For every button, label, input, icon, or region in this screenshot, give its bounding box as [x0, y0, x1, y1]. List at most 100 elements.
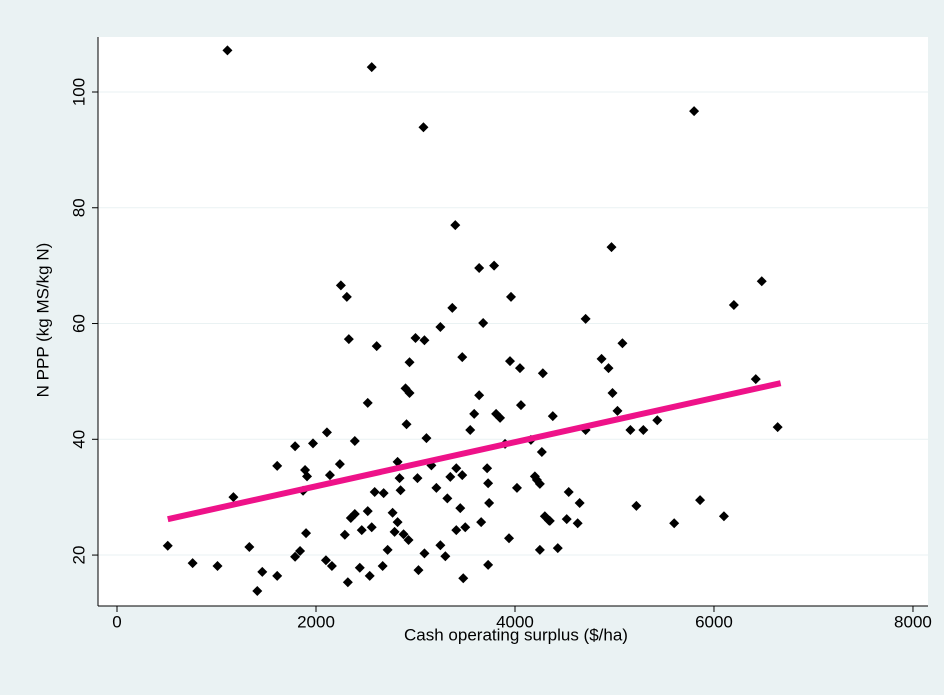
y-tick-label: 40: [69, 430, 88, 449]
point: [421, 433, 432, 444]
x-axis-title: Cash operating surplus ($/ha): [404, 625, 628, 644]
point: [394, 473, 405, 484]
point: [301, 528, 312, 539]
point: [404, 357, 415, 368]
y-tick-label: 60: [69, 314, 88, 333]
point: [750, 374, 761, 385]
fit-line: [167, 380, 782, 523]
point: [431, 482, 442, 493]
point: [689, 106, 700, 117]
point: [419, 335, 430, 346]
point: [495, 412, 506, 423]
point: [612, 405, 623, 416]
point: [371, 341, 382, 352]
point: [418, 122, 429, 133]
point: [489, 260, 500, 271]
point: [244, 541, 255, 552]
point: [511, 482, 522, 493]
point: [718, 511, 729, 522]
point: [457, 470, 468, 481]
point: [377, 561, 388, 572]
point: [580, 313, 591, 324]
point: [392, 517, 403, 528]
point: [320, 555, 331, 566]
point: [395, 485, 406, 496]
y-tick-label: 80: [69, 198, 88, 217]
point: [505, 356, 516, 367]
point: [547, 411, 558, 422]
point: [398, 529, 409, 540]
point: [476, 517, 487, 528]
point: [728, 300, 739, 311]
point: [378, 488, 389, 499]
point: [403, 535, 414, 546]
point: [162, 540, 173, 551]
point: [669, 518, 680, 529]
point: [389, 526, 400, 537]
point: [572, 518, 583, 529]
point: [419, 548, 430, 559]
point: [356, 525, 367, 536]
point: [354, 562, 365, 573]
point: [413, 565, 424, 576]
point: [474, 262, 485, 273]
point: [366, 62, 377, 73]
point: [504, 533, 515, 544]
point: [563, 486, 574, 497]
point: [483, 478, 494, 489]
point: [552, 543, 563, 554]
point: [483, 559, 494, 570]
x-tick-label: 2000: [297, 612, 335, 631]
point: [631, 500, 642, 511]
plot-background: [98, 37, 928, 606]
point: [537, 368, 548, 379]
point: [457, 352, 468, 363]
point: [596, 353, 607, 364]
point: [339, 529, 350, 540]
point: [652, 415, 663, 426]
point: [469, 408, 480, 419]
point: [756, 276, 767, 287]
point: [212, 561, 223, 572]
point: [536, 447, 547, 458]
point: [435, 321, 446, 332]
point: [349, 436, 360, 447]
point: [460, 522, 471, 533]
point: [435, 540, 446, 551]
x-tick-label: 4000: [496, 612, 534, 631]
point: [617, 338, 628, 349]
point: [401, 419, 412, 430]
point: [343, 334, 354, 345]
point: [478, 317, 489, 328]
point: [369, 486, 380, 497]
point: [334, 459, 345, 470]
point: [455, 503, 466, 514]
point: [440, 551, 451, 562]
point: [561, 514, 572, 525]
point: [534, 478, 545, 489]
point: [295, 546, 306, 557]
point: [458, 573, 469, 584]
point: [484, 497, 495, 508]
point: [272, 460, 283, 471]
point: [544, 515, 555, 526]
y-tick-label: 20: [69, 546, 88, 565]
point: [366, 522, 377, 533]
point: [222, 45, 233, 56]
point: [362, 506, 373, 517]
point: [321, 427, 332, 438]
point: [607, 387, 618, 398]
point: [392, 456, 403, 467]
point: [638, 425, 649, 436]
point: [382, 544, 393, 555]
point: [606, 242, 617, 253]
point: [228, 492, 239, 503]
point: [324, 470, 335, 481]
point: [410, 332, 421, 343]
point: [349, 508, 360, 519]
point: [187, 558, 198, 569]
point: [326, 561, 337, 572]
x-tick-label: 8000: [894, 612, 932, 631]
point: [482, 463, 493, 474]
point: [290, 441, 301, 452]
